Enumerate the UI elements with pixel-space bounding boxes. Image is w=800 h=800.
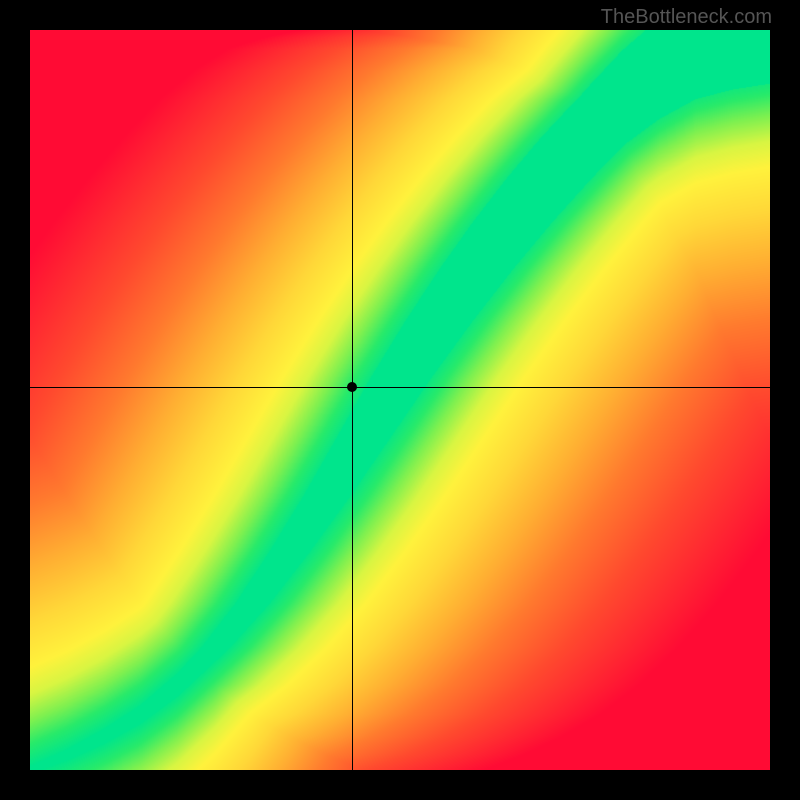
heatmap-plot [30,30,770,770]
watermark-text: TheBottleneck.com [601,6,772,29]
crosshair-vertical [352,30,353,770]
heatmap-canvas [30,30,770,770]
crosshair-marker [347,382,357,392]
crosshair-horizontal [30,387,770,388]
